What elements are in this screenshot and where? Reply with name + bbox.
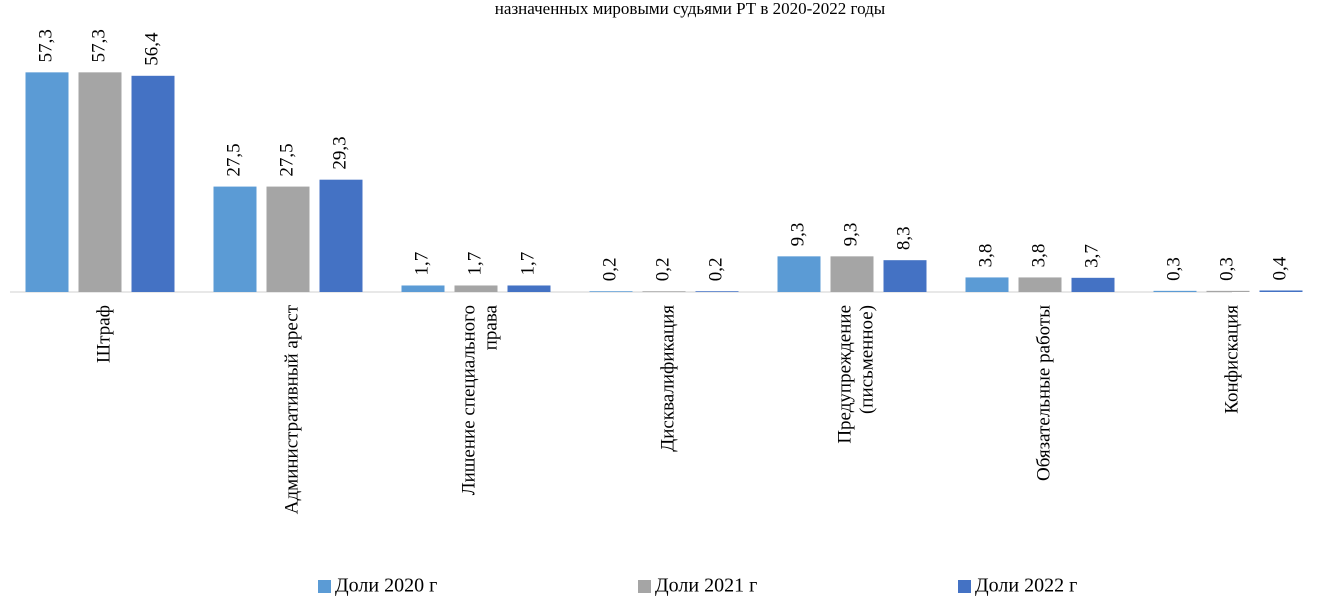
value-label: 3,8 — [975, 244, 996, 268]
bar — [454, 285, 498, 292]
bar — [131, 75, 175, 292]
bar — [777, 256, 821, 292]
legend-label: Доли 2021 г — [655, 575, 757, 597]
bar — [319, 179, 363, 292]
value-label: 0,2 — [705, 257, 726, 281]
bar — [78, 72, 122, 292]
bar — [1206, 290, 1250, 292]
value-label: 9,3 — [840, 223, 861, 247]
bar — [1153, 290, 1197, 292]
x-tick-label: Конфискация — [1221, 305, 1242, 414]
legend-label: Доли 2022 г — [975, 575, 1077, 597]
bar — [213, 186, 257, 292]
x-tick-label: Предупреждение(письменное) — [834, 305, 877, 444]
value-label: 9,3 — [787, 223, 808, 247]
bar — [695, 291, 739, 292]
bar — [25, 72, 69, 292]
legend-swatch — [318, 580, 331, 593]
value-label: 8,3 — [893, 226, 914, 250]
bar — [830, 256, 874, 292]
bar — [965, 277, 1009, 292]
bar — [507, 285, 551, 292]
value-label: 3,8 — [1028, 244, 1049, 268]
legend-label: Доли 2020 г — [335, 575, 437, 597]
legend-swatch — [638, 580, 651, 593]
bar — [1259, 290, 1303, 292]
value-label: 3,7 — [1081, 244, 1102, 268]
value-label: 1,7 — [517, 252, 538, 276]
x-tick-label: Штраф — [93, 305, 114, 363]
value-label: 29,3 — [329, 136, 350, 169]
legend-swatch — [958, 580, 971, 593]
bar — [883, 260, 927, 292]
value-label: 56,4 — [141, 32, 162, 66]
value-label: 57,3 — [35, 29, 56, 62]
value-label: 0,2 — [652, 257, 673, 281]
value-label: 0,3 — [1216, 257, 1237, 281]
value-label: 57,3 — [88, 29, 109, 62]
x-tick-label: Дисквалификация — [657, 305, 678, 452]
bar — [1018, 277, 1062, 292]
bar — [401, 285, 445, 292]
value-label: 27,5 — [276, 143, 297, 176]
value-label: 0,2 — [599, 257, 620, 281]
x-tick-label: Административный арест — [281, 304, 302, 514]
bar — [589, 291, 633, 292]
x-tick-label: Лишение специальногоправа — [458, 304, 501, 495]
value-label: 0,4 — [1269, 256, 1290, 280]
value-label: 0,3 — [1163, 257, 1184, 281]
value-label: 1,7 — [464, 252, 485, 276]
chart-title: назначенных мировыми судьями РТ в 2020-2… — [495, 0, 886, 18]
bar — [642, 291, 686, 292]
value-label: 27,5 — [223, 143, 244, 176]
bar — [1071, 277, 1115, 292]
value-label: 1,7 — [411, 252, 432, 276]
x-tick-label: Обязательные работы — [1033, 305, 1054, 481]
bar — [266, 186, 310, 292]
